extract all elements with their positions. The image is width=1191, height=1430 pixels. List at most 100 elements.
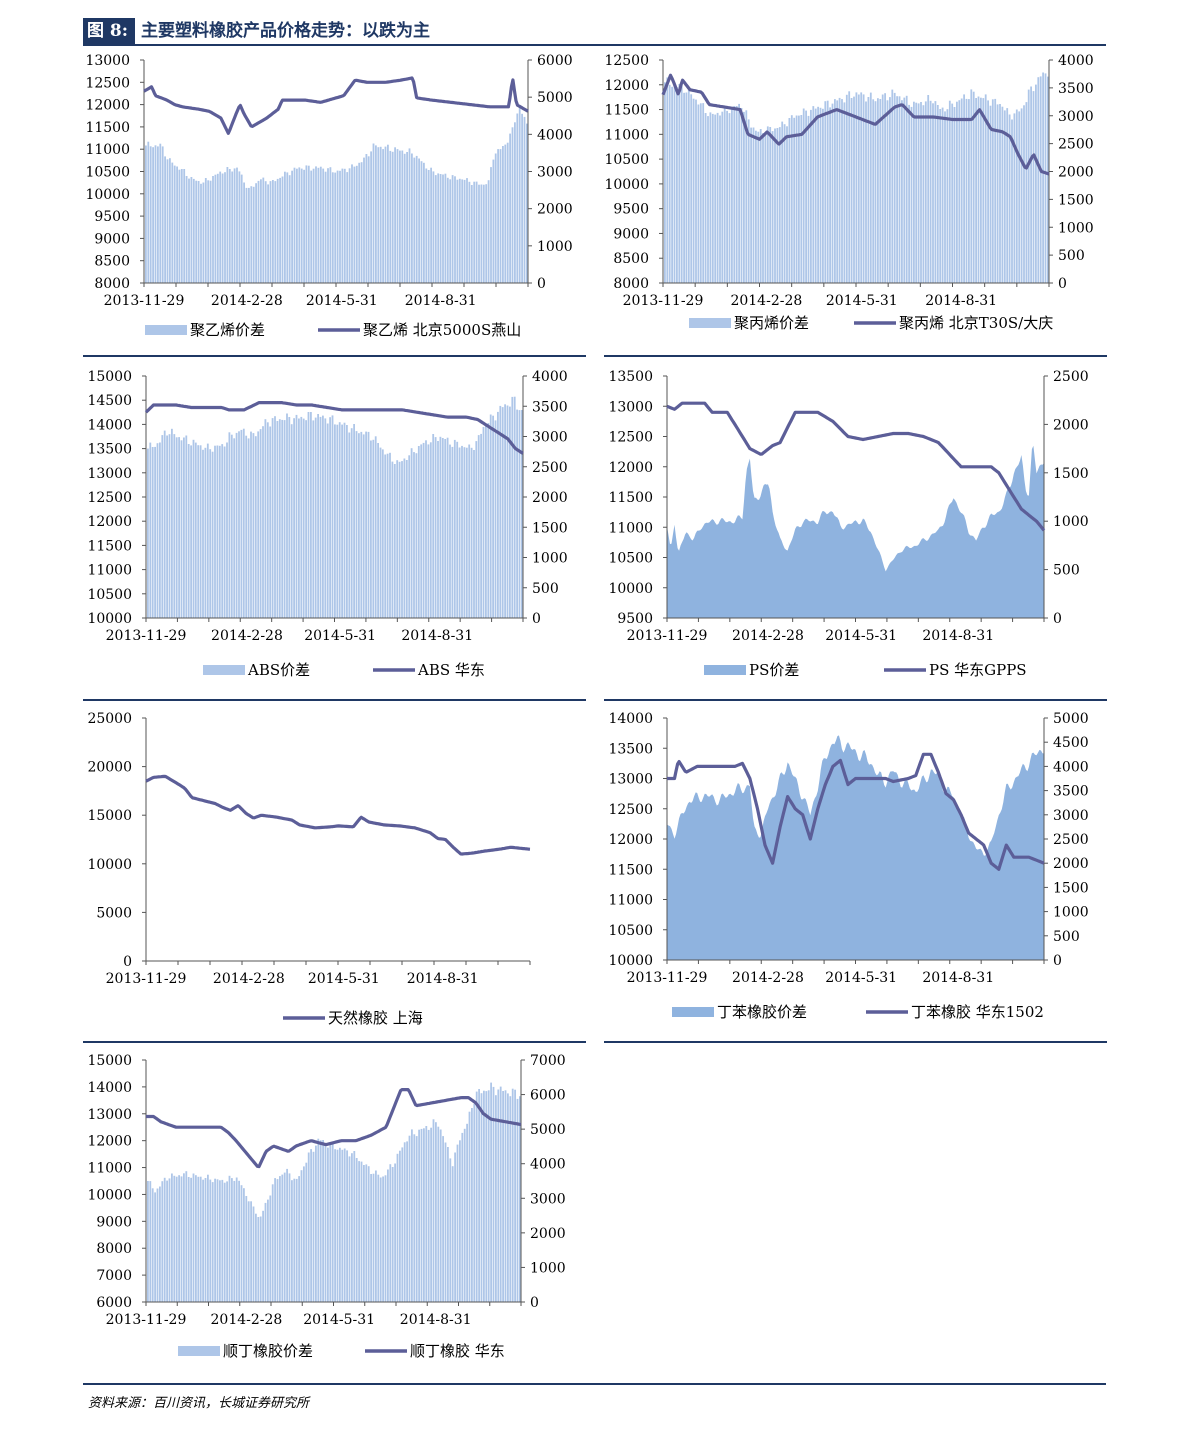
bar-mark [671, 86, 673, 283]
bar-mark [327, 168, 329, 283]
bar-mark [370, 1174, 372, 1302]
bar-mark [288, 1173, 291, 1302]
bar-mark [274, 416, 276, 618]
bar-mark [178, 437, 180, 618]
bar-mark [690, 94, 693, 283]
y-right-tick-label: 1000 [537, 239, 573, 255]
bar-mark [408, 148, 411, 283]
bar-mark [319, 166, 322, 283]
bar-mark [260, 179, 262, 283]
bar-mark [331, 1141, 334, 1302]
y-right-tick-label: 1000 [1053, 905, 1089, 921]
bar-mark [951, 103, 954, 283]
bar-mark [507, 1093, 509, 1302]
chart-svg: 14000 13500 13000 12500 12000 11500 11000 10500… [608, 711, 1089, 1021]
bar-mark [420, 161, 423, 283]
bar-mark [456, 179, 459, 283]
bar-mark [451, 1166, 454, 1302]
bar-mark [374, 436, 377, 618]
bar-mark [324, 1142, 327, 1302]
bar-mark [678, 84, 681, 283]
bar-mark [298, 1176, 300, 1302]
y-tick-label: 12500 [85, 75, 130, 91]
bar-mark [810, 109, 812, 284]
bar-mark [446, 437, 449, 618]
bar-mark [164, 156, 166, 283]
y-tick-label: 11500 [87, 538, 132, 554]
bar-mark [494, 420, 497, 618]
y-tick-label: 9000 [96, 1214, 132, 1230]
y-tick-label: 10000 [87, 611, 132, 627]
bar-mark [336, 424, 339, 618]
bar-mark [149, 442, 152, 618]
bar-mark [437, 1126, 440, 1302]
y-right-tick-label: 1500 [532, 520, 568, 536]
y-right-tick-label: 500 [532, 581, 559, 597]
bar-mark [463, 1128, 466, 1302]
bar-mark [521, 410, 523, 618]
bar-mark [264, 1202, 267, 1302]
x-tick-label: 2014-5-31 [308, 971, 380, 987]
bar-mark [802, 108, 805, 283]
bar-mark [444, 439, 447, 618]
bar-mark [891, 89, 894, 283]
bar-mark [226, 167, 229, 283]
bar-mark [315, 1145, 317, 1302]
bar-mark [348, 168, 351, 283]
y-right-tick-label: 2000 [1058, 165, 1094, 181]
bar-mark [461, 445, 463, 618]
bar-mark [423, 1128, 425, 1302]
bar-mark [168, 434, 171, 618]
y-right-tick-label: 0 [537, 276, 546, 292]
bar-mark [946, 109, 949, 283]
bar-mark [695, 99, 697, 283]
bar-mark [394, 1163, 396, 1302]
y-tick-label: 11500 [608, 490, 653, 506]
bar-mark [783, 124, 786, 283]
bar-mark [755, 130, 757, 283]
bar-mark [271, 418, 274, 618]
bar-mark [841, 99, 843, 283]
bar-mark [504, 404, 506, 618]
bar-mark [331, 172, 334, 283]
bar-mark [747, 119, 750, 284]
bar-mark [151, 447, 154, 618]
bar-mark [175, 1176, 178, 1302]
bar-mark [475, 181, 478, 283]
bar-mark [425, 440, 427, 618]
bar-mark [874, 101, 877, 283]
bar-mark [348, 432, 351, 618]
bar-mark [365, 1164, 368, 1302]
bar-mark [195, 1175, 197, 1302]
bar-mark [207, 1174, 209, 1302]
bar-mark [1013, 113, 1016, 284]
y-right-tick-label: 0 [1053, 953, 1062, 969]
bar-mark [817, 106, 819, 283]
bar-mark [420, 444, 423, 618]
bar-mark [1030, 86, 1032, 283]
bar-mark [276, 421, 279, 618]
bar-mark [822, 108, 824, 283]
bar-mark [238, 171, 241, 283]
bar-mark [379, 447, 382, 618]
y-tick-label: 8500 [613, 251, 649, 267]
bar-mark [278, 419, 281, 618]
bar-mark [750, 127, 752, 283]
legend-swatch-bars [145, 325, 187, 335]
bar-mark [334, 172, 337, 283]
bar-mark [726, 110, 728, 284]
bar-mark [197, 1176, 200, 1302]
y-right-tick-label: 6000 [537, 53, 573, 69]
bar-mark [348, 1156, 351, 1302]
x-tick-label: 2014-2-28 [732, 970, 804, 986]
y-tick-label: 14500 [87, 393, 132, 409]
bar-mark [482, 426, 485, 618]
chart-svg: 1500014000130001200011000100009000800070… [87, 1053, 565, 1360]
bar-mark [430, 1127, 432, 1302]
y-tick-label: 12500 [608, 430, 653, 446]
bar-mark [389, 1164, 392, 1302]
bar-mark [936, 105, 939, 283]
y-tick-label: 11000 [608, 520, 653, 536]
legend-swatch-bars [178, 1346, 220, 1356]
bar-mark [346, 1150, 348, 1302]
